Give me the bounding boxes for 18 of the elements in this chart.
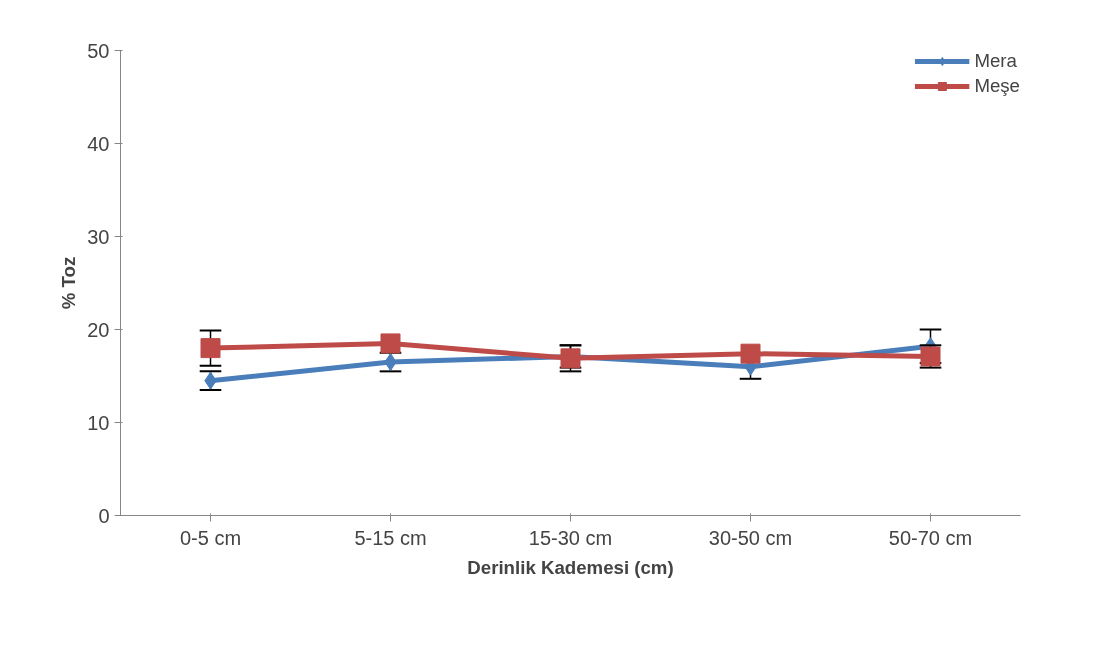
x-tick-label: 0-5 cm [179,526,242,549]
x-tick-label: 15-30 cm [528,526,613,549]
y-tick-label: 10 [87,411,110,434]
x-axis-title: Derinlik Kademesi (cm) [467,556,674,578]
x-tick-label: 5-15 cm [354,526,427,549]
y-tick-label: 30 [87,225,110,248]
legend-label: Meşe [974,75,1020,97]
point [380,333,401,354]
point [740,343,761,364]
x-tick-label: 50-70 cm [888,526,973,549]
y-tick-label: 40 [87,132,110,155]
y-tick-label: 20 [87,318,110,341]
legend-label: Mera [974,50,1017,72]
y-axis-title: % Toz [58,256,80,310]
y-tick-label: 0 [98,504,110,527]
y-tick-label: 50 [87,39,110,62]
point [200,338,221,359]
x-tick-label: 30-50 cm [708,526,793,549]
